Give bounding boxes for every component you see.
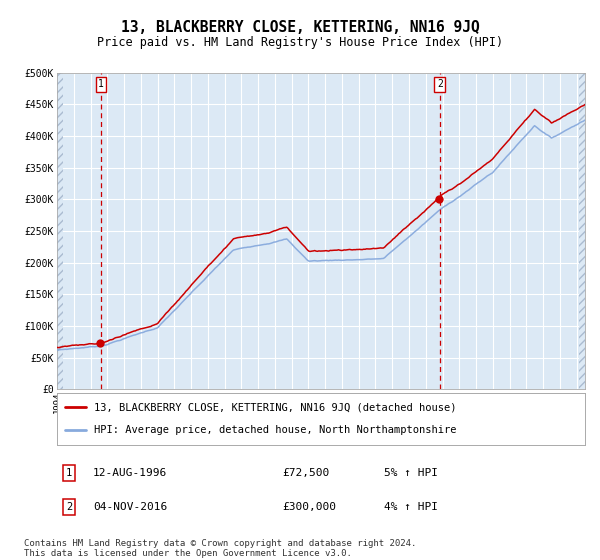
Text: 13, BLACKBERRY CLOSE, KETTERING, NN16 9JQ: 13, BLACKBERRY CLOSE, KETTERING, NN16 9J… xyxy=(121,20,479,35)
Text: 2: 2 xyxy=(66,502,72,512)
Text: 5% ↑ HPI: 5% ↑ HPI xyxy=(384,468,438,478)
Text: 1: 1 xyxy=(98,79,104,89)
Bar xyxy=(57,73,63,389)
Text: 1: 1 xyxy=(66,468,72,478)
Text: Price paid vs. HM Land Registry's House Price Index (HPI): Price paid vs. HM Land Registry's House … xyxy=(97,36,503,49)
Text: 13, BLACKBERRY CLOSE, KETTERING, NN16 9JQ (detached house): 13, BLACKBERRY CLOSE, KETTERING, NN16 9J… xyxy=(94,402,457,412)
Bar xyxy=(579,73,585,389)
Text: 04-NOV-2016: 04-NOV-2016 xyxy=(93,502,167,512)
Text: 12-AUG-1996: 12-AUG-1996 xyxy=(93,468,167,478)
Text: £300,000: £300,000 xyxy=(282,502,336,512)
Text: Contains HM Land Registry data © Crown copyright and database right 2024.
This d: Contains HM Land Registry data © Crown c… xyxy=(24,539,416,558)
Text: 4% ↑ HPI: 4% ↑ HPI xyxy=(384,502,438,512)
Text: HPI: Average price, detached house, North Northamptonshire: HPI: Average price, detached house, Nort… xyxy=(94,426,457,436)
Text: 2: 2 xyxy=(437,79,443,89)
Text: £72,500: £72,500 xyxy=(282,468,329,478)
